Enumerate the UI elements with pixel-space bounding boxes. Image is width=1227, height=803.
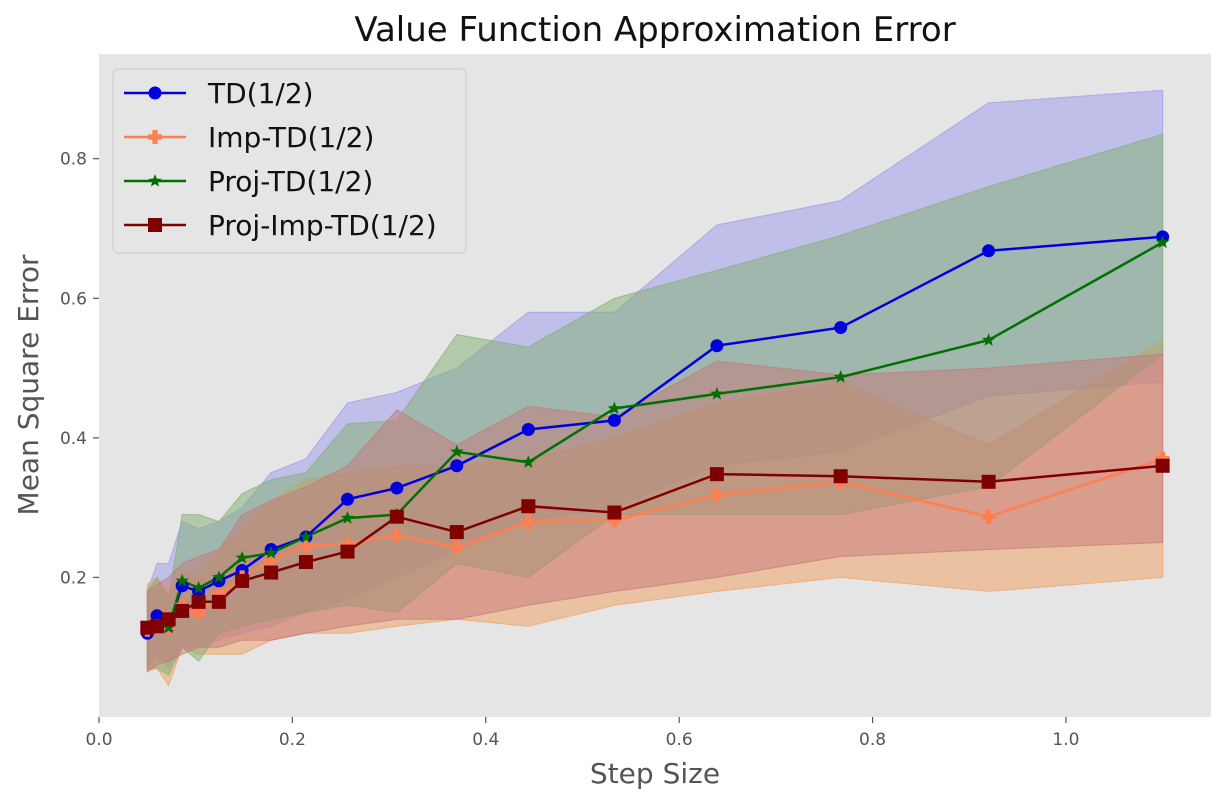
point-imp-td-1-2 (298, 539, 313, 554)
legend: TD(1/2) Imp-TD(1/2) Proj-TD(1/2) Proj-Imp-T… (112, 68, 467, 254)
x-tick-label: 1.0 (1052, 730, 1079, 750)
x-tick-label: 0.6 (666, 730, 693, 750)
point-td-1-2 (390, 481, 404, 495)
point-td-1-2 (521, 422, 535, 436)
y-tick-label: 0.2 (60, 568, 87, 588)
point-imp-td-1-2 (389, 528, 404, 543)
legend-marker-imp-td-1-2 (148, 130, 162, 144)
x-axis-ticks: 0.0 0.2 0.4 0.6 0.8 1.0 (85, 717, 1079, 750)
point-proj-imp-td-1-2 (161, 612, 176, 627)
y-axis-ticks: 0.2 0.4 0.6 0.8 (60, 150, 99, 588)
point-proj-imp-td-1-2 (211, 594, 226, 609)
x-axis-label: Step Size (590, 757, 720, 790)
point-td-1-2 (982, 244, 996, 258)
point-proj-imp-td-1-2 (449, 525, 464, 540)
legend-label-imp-td-1-2: Imp-TD(1/2) (208, 121, 374, 154)
point-proj-imp-td-1-2 (298, 555, 313, 570)
legend-label-proj-td-1-2: Proj-TD(1/2) (208, 165, 373, 198)
chart-title: Value Function Approximation Error (354, 10, 955, 50)
point-td-1-2 (150, 609, 164, 623)
y-tick-label: 0.4 (60, 429, 87, 449)
point-proj-imp-td-1-2 (150, 619, 165, 634)
point-proj-imp-td-1-2 (175, 603, 190, 618)
point-td-1-2 (834, 321, 848, 335)
point-imp-td-1-2 (264, 552, 279, 567)
point-proj-imp-td-1-2 (389, 509, 404, 524)
point-proj-td-1-2 (212, 570, 226, 584)
point-proj-td-1-2 (161, 620, 176, 634)
point-td-1-2 (341, 492, 355, 506)
point-imp-td-1-2 (521, 514, 536, 529)
x-tick-label: 0.4 (472, 730, 499, 750)
point-proj-td-1-2 (299, 529, 313, 543)
x-tick-label: 0.8 (859, 730, 886, 750)
point-proj-imp-td-1-2 (607, 505, 622, 520)
point-imp-td-1-2 (981, 509, 996, 524)
point-proj-imp-td-1-2 (981, 474, 996, 489)
x-tick-label: 0.2 (279, 730, 306, 750)
legend-box (112, 68, 467, 254)
point-proj-td-1-2 (264, 545, 278, 559)
point-proj-td-1-2 (834, 370, 848, 383)
point-proj-td-1-2 (1155, 235, 1170, 249)
legend-marker-td-1-2 (148, 86, 162, 100)
point-proj-td-1-2 (710, 386, 724, 400)
point-proj-imp-td-1-2 (191, 594, 206, 609)
point-td-1-2 (607, 413, 621, 427)
legend-marker-proj-imp-td-1-2 (148, 218, 162, 232)
point-proj-td-1-2 (191, 580, 206, 594)
point-imp-td-1-2 (191, 605, 206, 620)
point-imp-td-1-2 (709, 488, 724, 503)
legend-marker-proj-td-1-2 (148, 174, 162, 187)
point-proj-td-1-2 (235, 550, 249, 564)
point-td-1-2 (710, 339, 724, 353)
legend-label-proj-imp-td-1-2: Proj-Imp-TD(1/2) (208, 209, 437, 242)
point-imp-td-1-2 (340, 536, 355, 551)
point-td-1-2 (450, 459, 464, 473)
point-proj-imp-td-1-2 (1155, 458, 1170, 473)
legend-label-td-1-2: TD(1/2) (207, 77, 314, 110)
point-proj-imp-td-1-2 (235, 573, 250, 588)
point-proj-td-1-2 (450, 444, 464, 458)
point-imp-td-1-2 (449, 540, 464, 555)
y-tick-label: 0.8 (60, 150, 87, 170)
y-tick-label: 0.6 (60, 289, 87, 309)
band-proj-imp-td-1-2 (146, 353, 1164, 673)
x-tick-label: 0.0 (85, 730, 112, 750)
point-imp-td-1-2 (607, 513, 622, 528)
point-proj-td-1-2 (607, 401, 622, 415)
point-proj-imp-td-1-2 (833, 469, 848, 484)
point-proj-imp-td-1-2 (521, 499, 536, 514)
point-proj-imp-td-1-2 (709, 467, 724, 482)
series-markers (140, 230, 1170, 640)
point-proj-td-1-2 (175, 573, 189, 587)
point-proj-td-1-2 (340, 511, 355, 524)
point-proj-imp-td-1-2 (340, 544, 355, 559)
y-axis-label: Mean Square Error (12, 254, 45, 515)
point-proj-imp-td-1-2 (264, 565, 279, 580)
point-proj-td-1-2 (521, 455, 535, 468)
point-td-1-2 (175, 579, 189, 593)
point-proj-td-1-2 (981, 333, 996, 346)
